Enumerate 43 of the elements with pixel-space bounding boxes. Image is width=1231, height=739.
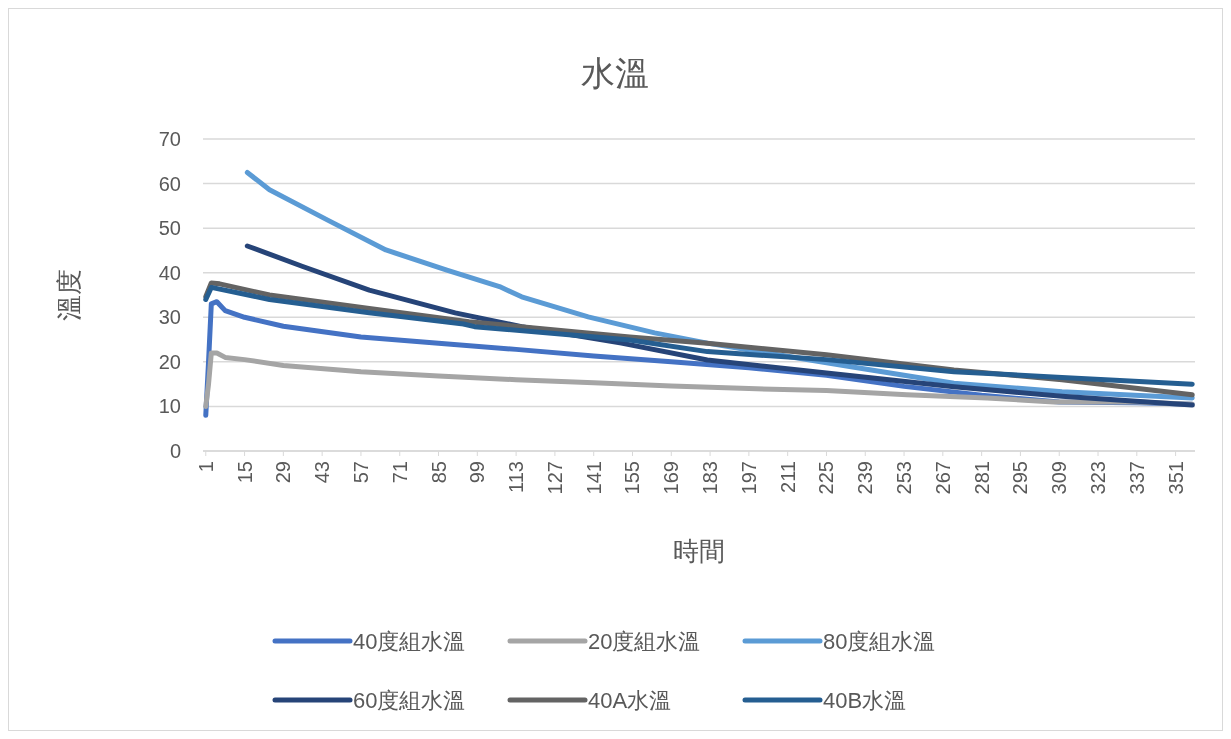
x-tick-label: 351 (1164, 461, 1187, 495)
x-tick-label: 85 (427, 461, 450, 484)
x-tick-label: 29 (272, 461, 295, 484)
x-tick-label: 169 (660, 461, 683, 495)
x-tick-label: 43 (311, 461, 334, 484)
x-tick-label: 99 (466, 461, 489, 484)
x-tick-label: 253 (893, 461, 916, 495)
legend-label: 60度組水溫 (353, 688, 466, 713)
y-tick-label: 50 (158, 217, 181, 240)
x-tick-label: 267 (931, 461, 954, 495)
x-tick-label: 141 (582, 461, 605, 495)
x-tick-label: 225 (815, 461, 838, 495)
x-tick-label: 15 (233, 461, 256, 484)
y-tick-label: 20 (158, 350, 181, 373)
legend-label: 20度組水溫 (588, 629, 701, 654)
x-tick-label: 197 (737, 461, 760, 495)
legend-label: 40B水溫 (823, 688, 907, 713)
y-tick-label: 10 (158, 395, 181, 418)
y-tick-label: 30 (158, 306, 181, 329)
y-tick-label: 40 (158, 261, 181, 284)
x-tick-label: 281 (970, 461, 993, 495)
legend-label: 80度組水溫 (823, 629, 936, 654)
x-tick-label: 57 (349, 461, 372, 484)
x-tick-label: 309 (1048, 461, 1071, 495)
x-tick-label: 337 (1125, 461, 1148, 495)
x-tick-label: 155 (621, 461, 644, 495)
x-tick-label: 183 (699, 461, 722, 495)
x-tick-label: 71 (388, 461, 411, 484)
x-tick-label: 295 (1009, 461, 1032, 495)
chart-title: 水溫 (581, 54, 649, 92)
x-tick-label: 323 (1087, 461, 1110, 495)
y-tick-label: 60 (158, 172, 181, 195)
x-tick-label: 127 (543, 461, 566, 495)
x-tick-label: 113 (505, 461, 528, 493)
legend-label: 40A水溫 (588, 688, 672, 713)
x-axis-title: 時間 (673, 536, 725, 566)
x-tick-label: 1 (194, 461, 217, 473)
x-tick-label: 211 (776, 461, 799, 493)
y-axis-title: 溫度 (54, 269, 84, 321)
legend-label: 40度組水溫 (353, 629, 466, 654)
x-tick-label: 239 (854, 461, 877, 495)
y-tick-label: 0 (169, 440, 181, 462)
y-tick-label: 70 (158, 128, 181, 150)
